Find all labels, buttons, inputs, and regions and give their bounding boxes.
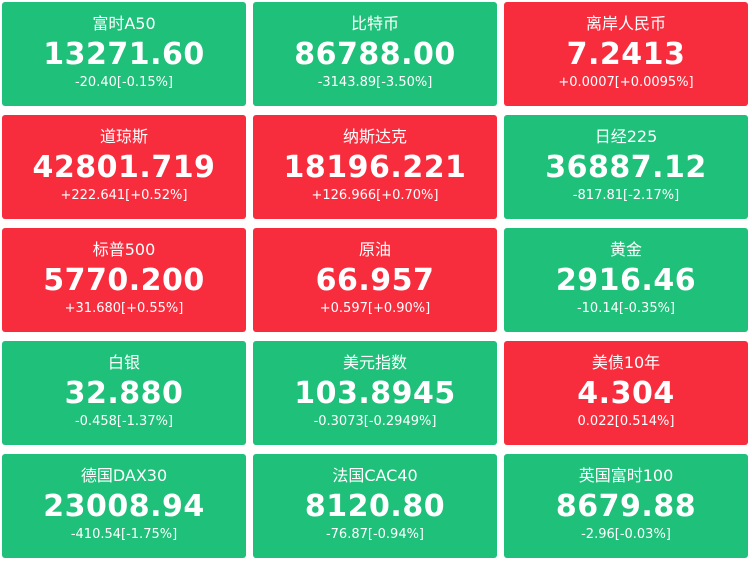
quote-change: +222.641[+0.52%] (60, 188, 188, 203)
quote-change: -2.96[-0.03%] (581, 527, 671, 542)
quote-name: 德国DAX30 (80, 466, 168, 485)
quote-price: 32.880 (64, 376, 184, 411)
quote-change: -3143.89[-3.50%] (317, 75, 433, 90)
quote-price: 42801.719 (32, 150, 216, 185)
quote-price: 23008.94 (43, 489, 205, 524)
quote-price: 103.8945 (294, 376, 456, 411)
quote-price: 5770.200 (43, 263, 205, 298)
quote-tile-germany-dax30[interactable]: 德国DAX30 23008.94 -410.54[-1.75%] (2, 454, 246, 558)
quote-change: +0.597[+0.90%] (319, 301, 431, 316)
quote-tile-silver[interactable]: 白银 32.880 -0.458[-1.37%] (2, 341, 246, 445)
quote-name: 富时A50 (92, 14, 156, 33)
quote-tile-crude-oil[interactable]: 原油 66.957 +0.597[+0.90%] (253, 228, 497, 332)
quote-tile-dow-jones[interactable]: 道琼斯 42801.719 +222.641[+0.52%] (2, 115, 246, 219)
quote-price: 66.957 (315, 263, 435, 298)
quote-price: 8120.80 (304, 489, 446, 524)
quote-name: 日经225 (594, 127, 658, 146)
quote-price: 2916.46 (555, 263, 697, 298)
quote-change: -10.14[-0.35%] (576, 301, 676, 316)
quote-name: 美债10年 (591, 353, 661, 372)
quote-change: +31.680[+0.55%] (64, 301, 184, 316)
quote-change: -20.40[-0.15%] (74, 75, 174, 90)
quote-change: +126.966[+0.70%] (311, 188, 439, 203)
quote-tile-uk-ftse-100[interactable]: 英国富时100 8679.88 -2.96[-0.03%] (504, 454, 748, 558)
quote-tile-us-10y-treasury[interactable]: 美债10年 4.304 0.022[0.514%] (504, 341, 748, 445)
quote-name: 道琼斯 (99, 127, 148, 146)
quote-tile-nasdaq[interactable]: 纳斯达克 18196.221 +126.966[+0.70%] (253, 115, 497, 219)
quote-change: +0.0007[+0.0095%] (558, 75, 694, 90)
quote-change: -410.54[-1.75%] (70, 527, 178, 542)
quote-price: 7.2413 (566, 37, 686, 72)
quote-name: 离岸人民币 (585, 14, 666, 33)
quote-price: 8679.88 (555, 489, 697, 524)
quote-name: 标普500 (92, 240, 156, 259)
quote-price: 18196.221 (283, 150, 467, 185)
quote-name: 美元指数 (342, 353, 407, 372)
quote-change: -817.81[-2.17%] (572, 188, 680, 203)
quote-tile-sp-500[interactable]: 标普500 5770.200 +31.680[+0.55%] (2, 228, 246, 332)
quote-change: 0.022[0.514%] (577, 414, 675, 429)
quote-name: 英国富时100 (578, 466, 674, 485)
quote-tile-offshore-cny[interactable]: 离岸人民币 7.2413 +0.0007[+0.0095%] (504, 2, 748, 106)
quote-tile-gold[interactable]: 黄金 2916.46 -10.14[-0.35%] (504, 228, 748, 332)
quote-change: -76.87[-0.94%] (325, 527, 425, 542)
quote-name: 黄金 (609, 240, 642, 259)
quote-name: 纳斯达克 (342, 127, 407, 146)
quote-price: 86788.00 (294, 37, 456, 72)
quote-tile-nikkei-225[interactable]: 日经225 36887.12 -817.81[-2.17%] (504, 115, 748, 219)
quote-price: 4.304 (577, 376, 675, 411)
quote-name: 原油 (358, 240, 391, 259)
quote-price: 36887.12 (545, 150, 707, 185)
quote-tile-bitcoin[interactable]: 比特币 86788.00 -3143.89[-3.50%] (253, 2, 497, 106)
quote-tile-ftse-china-a50[interactable]: 富时A50 13271.60 -20.40[-0.15%] (2, 2, 246, 106)
quote-price: 13271.60 (43, 37, 205, 72)
quote-tile-france-cac40[interactable]: 法国CAC40 8120.80 -76.87[-0.94%] (253, 454, 497, 558)
quote-name: 法国CAC40 (332, 466, 418, 485)
quote-change: -0.3073[-0.2949%] (313, 414, 437, 429)
quote-tile-us-dollar-index[interactable]: 美元指数 103.8945 -0.3073[-0.2949%] (253, 341, 497, 445)
quote-name: 白银 (107, 353, 140, 372)
quote-change: -0.458[-1.37%] (74, 414, 174, 429)
quote-name: 比特币 (350, 14, 399, 33)
